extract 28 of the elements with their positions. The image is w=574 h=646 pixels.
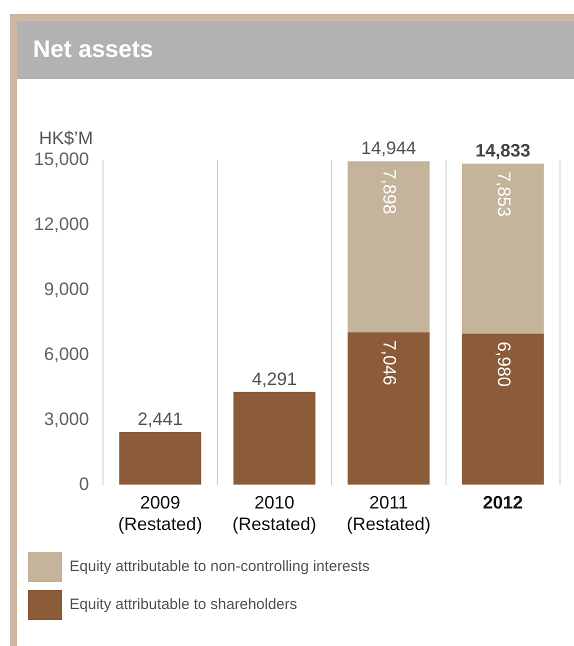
total-label: 14,833 [475, 140, 530, 161]
chart-title: Net assets [17, 21, 574, 79]
x-tick-label: 2009 (Restated) [118, 492, 202, 534]
y-tick-label: 6,000 [44, 344, 90, 364]
bar [348, 332, 430, 485]
bar [119, 432, 202, 485]
bar [348, 161, 430, 332]
y-tick-label: 15,000 [34, 148, 90, 169]
total-label: 2,441 [138, 408, 183, 429]
x-tick-label: 2010 (Restated) [232, 492, 316, 534]
legend-label: Equity attributable to non-controlling interests [70, 558, 370, 576]
legend-label: Equity attributable to shareholders [70, 596, 298, 614]
x-tick-label: 2012 [482, 492, 523, 513]
data-label: 7,898 [380, 169, 400, 214]
y-tick-label: 3,000 [44, 408, 90, 429]
total-label: 14,944 [361, 138, 416, 158]
data-label: 7,046 [380, 340, 400, 386]
y-axis-title: HK$’M [39, 128, 94, 148]
y-tick-label: 0 [79, 474, 90, 494]
total-label: 4,291 [252, 368, 297, 389]
data-label: 6,980 [494, 342, 514, 387]
y-tick-label: 12,000 [34, 214, 90, 234]
bar [462, 334, 544, 485]
bar [462, 164, 544, 334]
x-tick-label: 2011 (Restated) [346, 492, 431, 534]
bar [233, 392, 316, 485]
data-label: 7,853 [494, 172, 514, 217]
y-tick-label: 9,000 [44, 278, 90, 299]
